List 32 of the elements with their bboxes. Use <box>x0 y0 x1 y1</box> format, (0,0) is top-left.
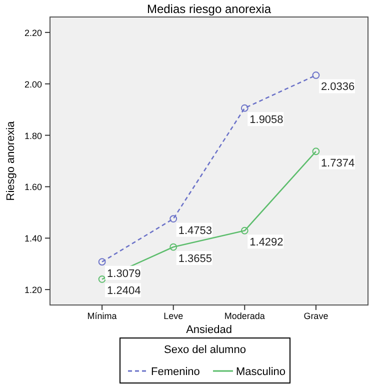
point <box>98 258 106 266</box>
y-axis-title: Riesgo anorexia <box>5 120 17 201</box>
data-label: 1.3655 <box>178 253 212 266</box>
point <box>312 148 320 156</box>
data-label: 1.4292 <box>250 236 284 249</box>
point <box>240 226 248 234</box>
point <box>170 215 178 222</box>
legend-label: Masculino <box>236 366 286 378</box>
point <box>170 243 178 251</box>
legend-label: Femenino <box>151 366 200 378</box>
y-tick-label: 2.00 <box>24 79 42 90</box>
legend-title: Sexo del alumno <box>164 344 246 356</box>
x-tick-label: Grave <box>304 311 328 321</box>
y-tick-label: 1.80 <box>24 130 42 141</box>
point <box>312 72 320 79</box>
x-axis-title: Ansiedad <box>186 324 232 336</box>
x-tick-label: Mínima <box>87 311 117 321</box>
y-tick-label: 1.60 <box>24 182 42 192</box>
data-label: 1.3079 <box>107 268 141 280</box>
data-label: 2.0336 <box>320 81 355 94</box>
y-tick-label: 1.20 <box>24 285 42 296</box>
point <box>98 275 106 283</box>
data-label: 1.2404 <box>107 285 141 298</box>
data-label: 1.4753 <box>178 224 212 237</box>
data-label: 1.7374 <box>320 157 355 170</box>
data-label: 1.9058 <box>250 114 284 126</box>
point <box>240 104 248 112</box>
chart-title: Medias riesgo anorexia <box>146 2 272 16</box>
x-tick-label: Moderada <box>224 311 265 321</box>
y-tick-label: 1.40 <box>24 234 42 244</box>
x-tick-label: Leve <box>164 311 184 321</box>
y-tick-label: 2.20 <box>24 28 42 38</box>
